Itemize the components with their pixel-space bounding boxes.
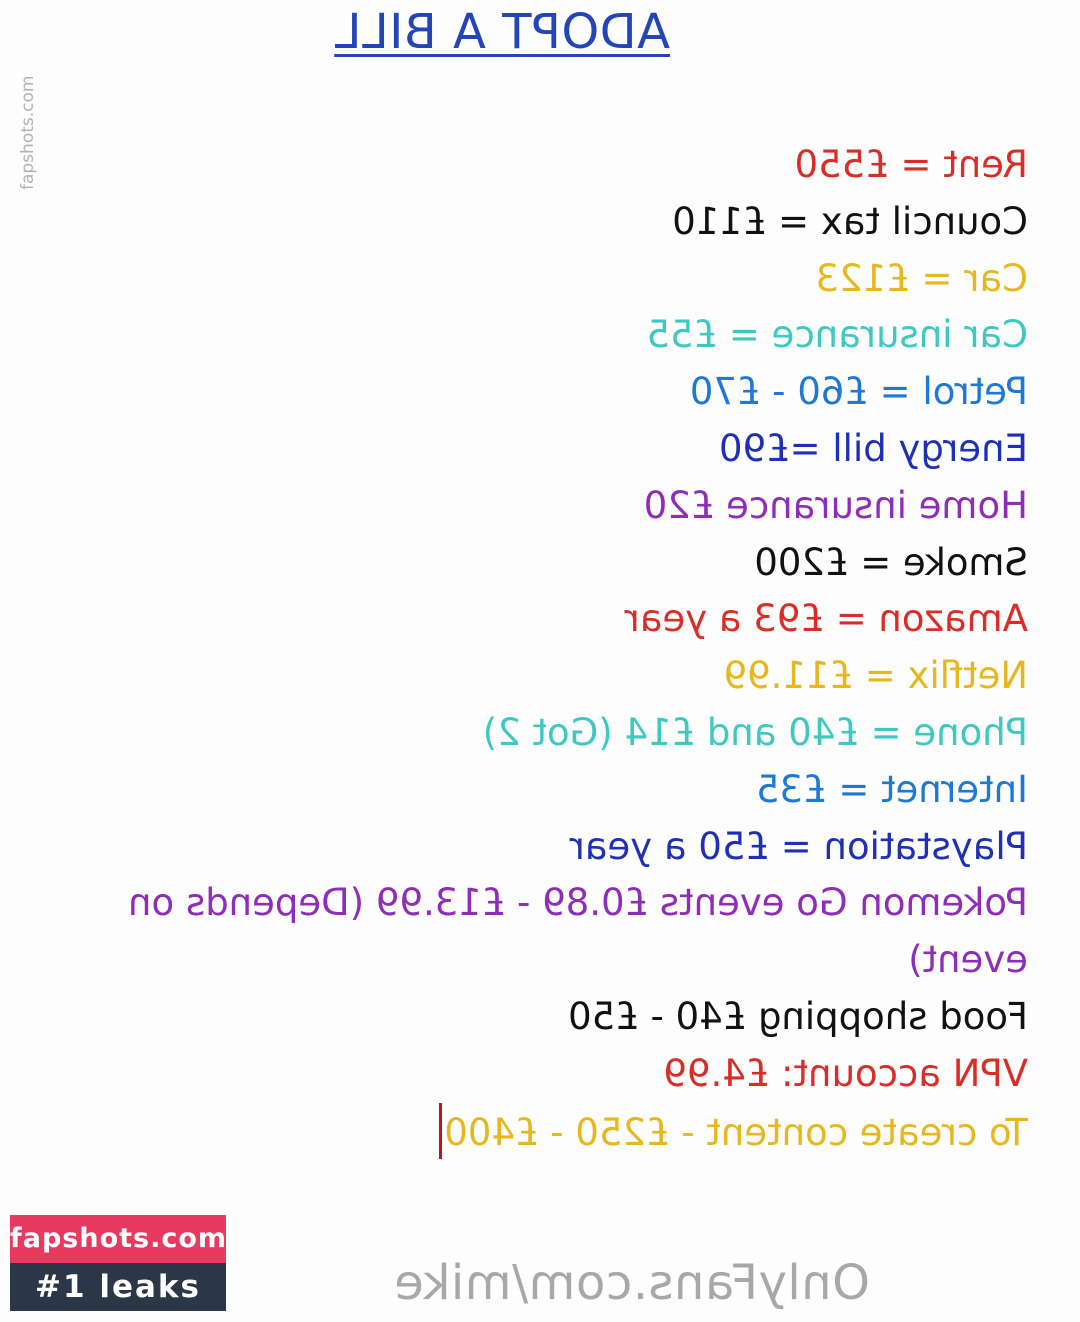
bill-item-text: Playstation = £50 a year bbox=[569, 824, 1028, 868]
bill-item-text: Council tax = £110 bbox=[672, 199, 1028, 243]
bill-item-text: Car insurance = £55 bbox=[646, 313, 1028, 357]
bill-item: Netflix = £11.99 bbox=[98, 648, 1028, 705]
bill-item: Car = £123 bbox=[98, 251, 1028, 308]
bill-item: Pokemon Go events £0.89 - £13.99 (Depend… bbox=[98, 875, 1028, 989]
bill-item-text: To create content - £250 - £400 bbox=[444, 1110, 1028, 1154]
bill-item-text: Petrol = £60 - £70 bbox=[689, 370, 1028, 414]
bill-item: Council tax = £110 bbox=[98, 194, 1028, 251]
bill-item: Smoke = £200 bbox=[98, 535, 1028, 592]
bill-item: Playstation = £50 a year bbox=[98, 819, 1028, 876]
side-watermark: fapshots.com bbox=[18, 75, 38, 190]
text-cursor bbox=[439, 1102, 443, 1159]
bill-list: Rent = £550 Council tax = £110 Car = £123 C… bbox=[98, 137, 1028, 1161]
bill-item-text: VPN account: £4.99 bbox=[663, 1051, 1028, 1095]
bill-item: Phone = £40 and £14 (Got 2) bbox=[98, 705, 1028, 762]
bill-item: To create content - £250 - £400 bbox=[98, 1102, 1028, 1162]
bill-item-text: Amazon = £93 a year bbox=[624, 597, 1028, 641]
bill-item: Rent = £550 bbox=[98, 137, 1028, 194]
bill-item-text: Netflix = £11.99 bbox=[723, 654, 1028, 698]
bill-item: VPN account: £4.99 bbox=[98, 1046, 1028, 1103]
leaks-badge: #1 leaks bbox=[10, 1263, 226, 1311]
bill-item-text: Car = £123 bbox=[815, 256, 1028, 300]
bill-item: Car insurance = £55 bbox=[98, 307, 1028, 364]
bill-item: Home insurance £20 bbox=[98, 478, 1028, 535]
bill-item-text: Food shopping £40 - £50 bbox=[568, 994, 1028, 1038]
bill-item-text: Pokemon Go events £0.89 - £13.99 (Depend… bbox=[128, 881, 1028, 982]
bill-item: Amazon = £93 a year bbox=[98, 591, 1028, 648]
site-badge: fapshots.com bbox=[10, 1215, 226, 1263]
onlyfans-watermark: OnlyFans.com/mike bbox=[393, 1255, 870, 1311]
bill-item-text: Rent = £550 bbox=[794, 143, 1028, 186]
bill-item-text: Phone = £40 and £14 (Got 2) bbox=[482, 710, 1028, 754]
bill-item-text: Home insurance £20 bbox=[643, 483, 1028, 527]
bill-item: Internet = £35 bbox=[98, 762, 1028, 819]
bill-item: Petrol = £60 - £70 bbox=[98, 364, 1028, 421]
note-title: ADOPT A BILL bbox=[334, 4, 670, 60]
bill-item-text: Smoke = £200 bbox=[754, 540, 1028, 584]
bill-item-text: Energy bill =£90 bbox=[718, 426, 1028, 470]
bill-item: Food shopping £40 - £50 bbox=[98, 989, 1028, 1046]
bill-item: Energy bill =£90 bbox=[98, 421, 1028, 478]
bill-item-text: Internet = £35 bbox=[755, 767, 1028, 811]
